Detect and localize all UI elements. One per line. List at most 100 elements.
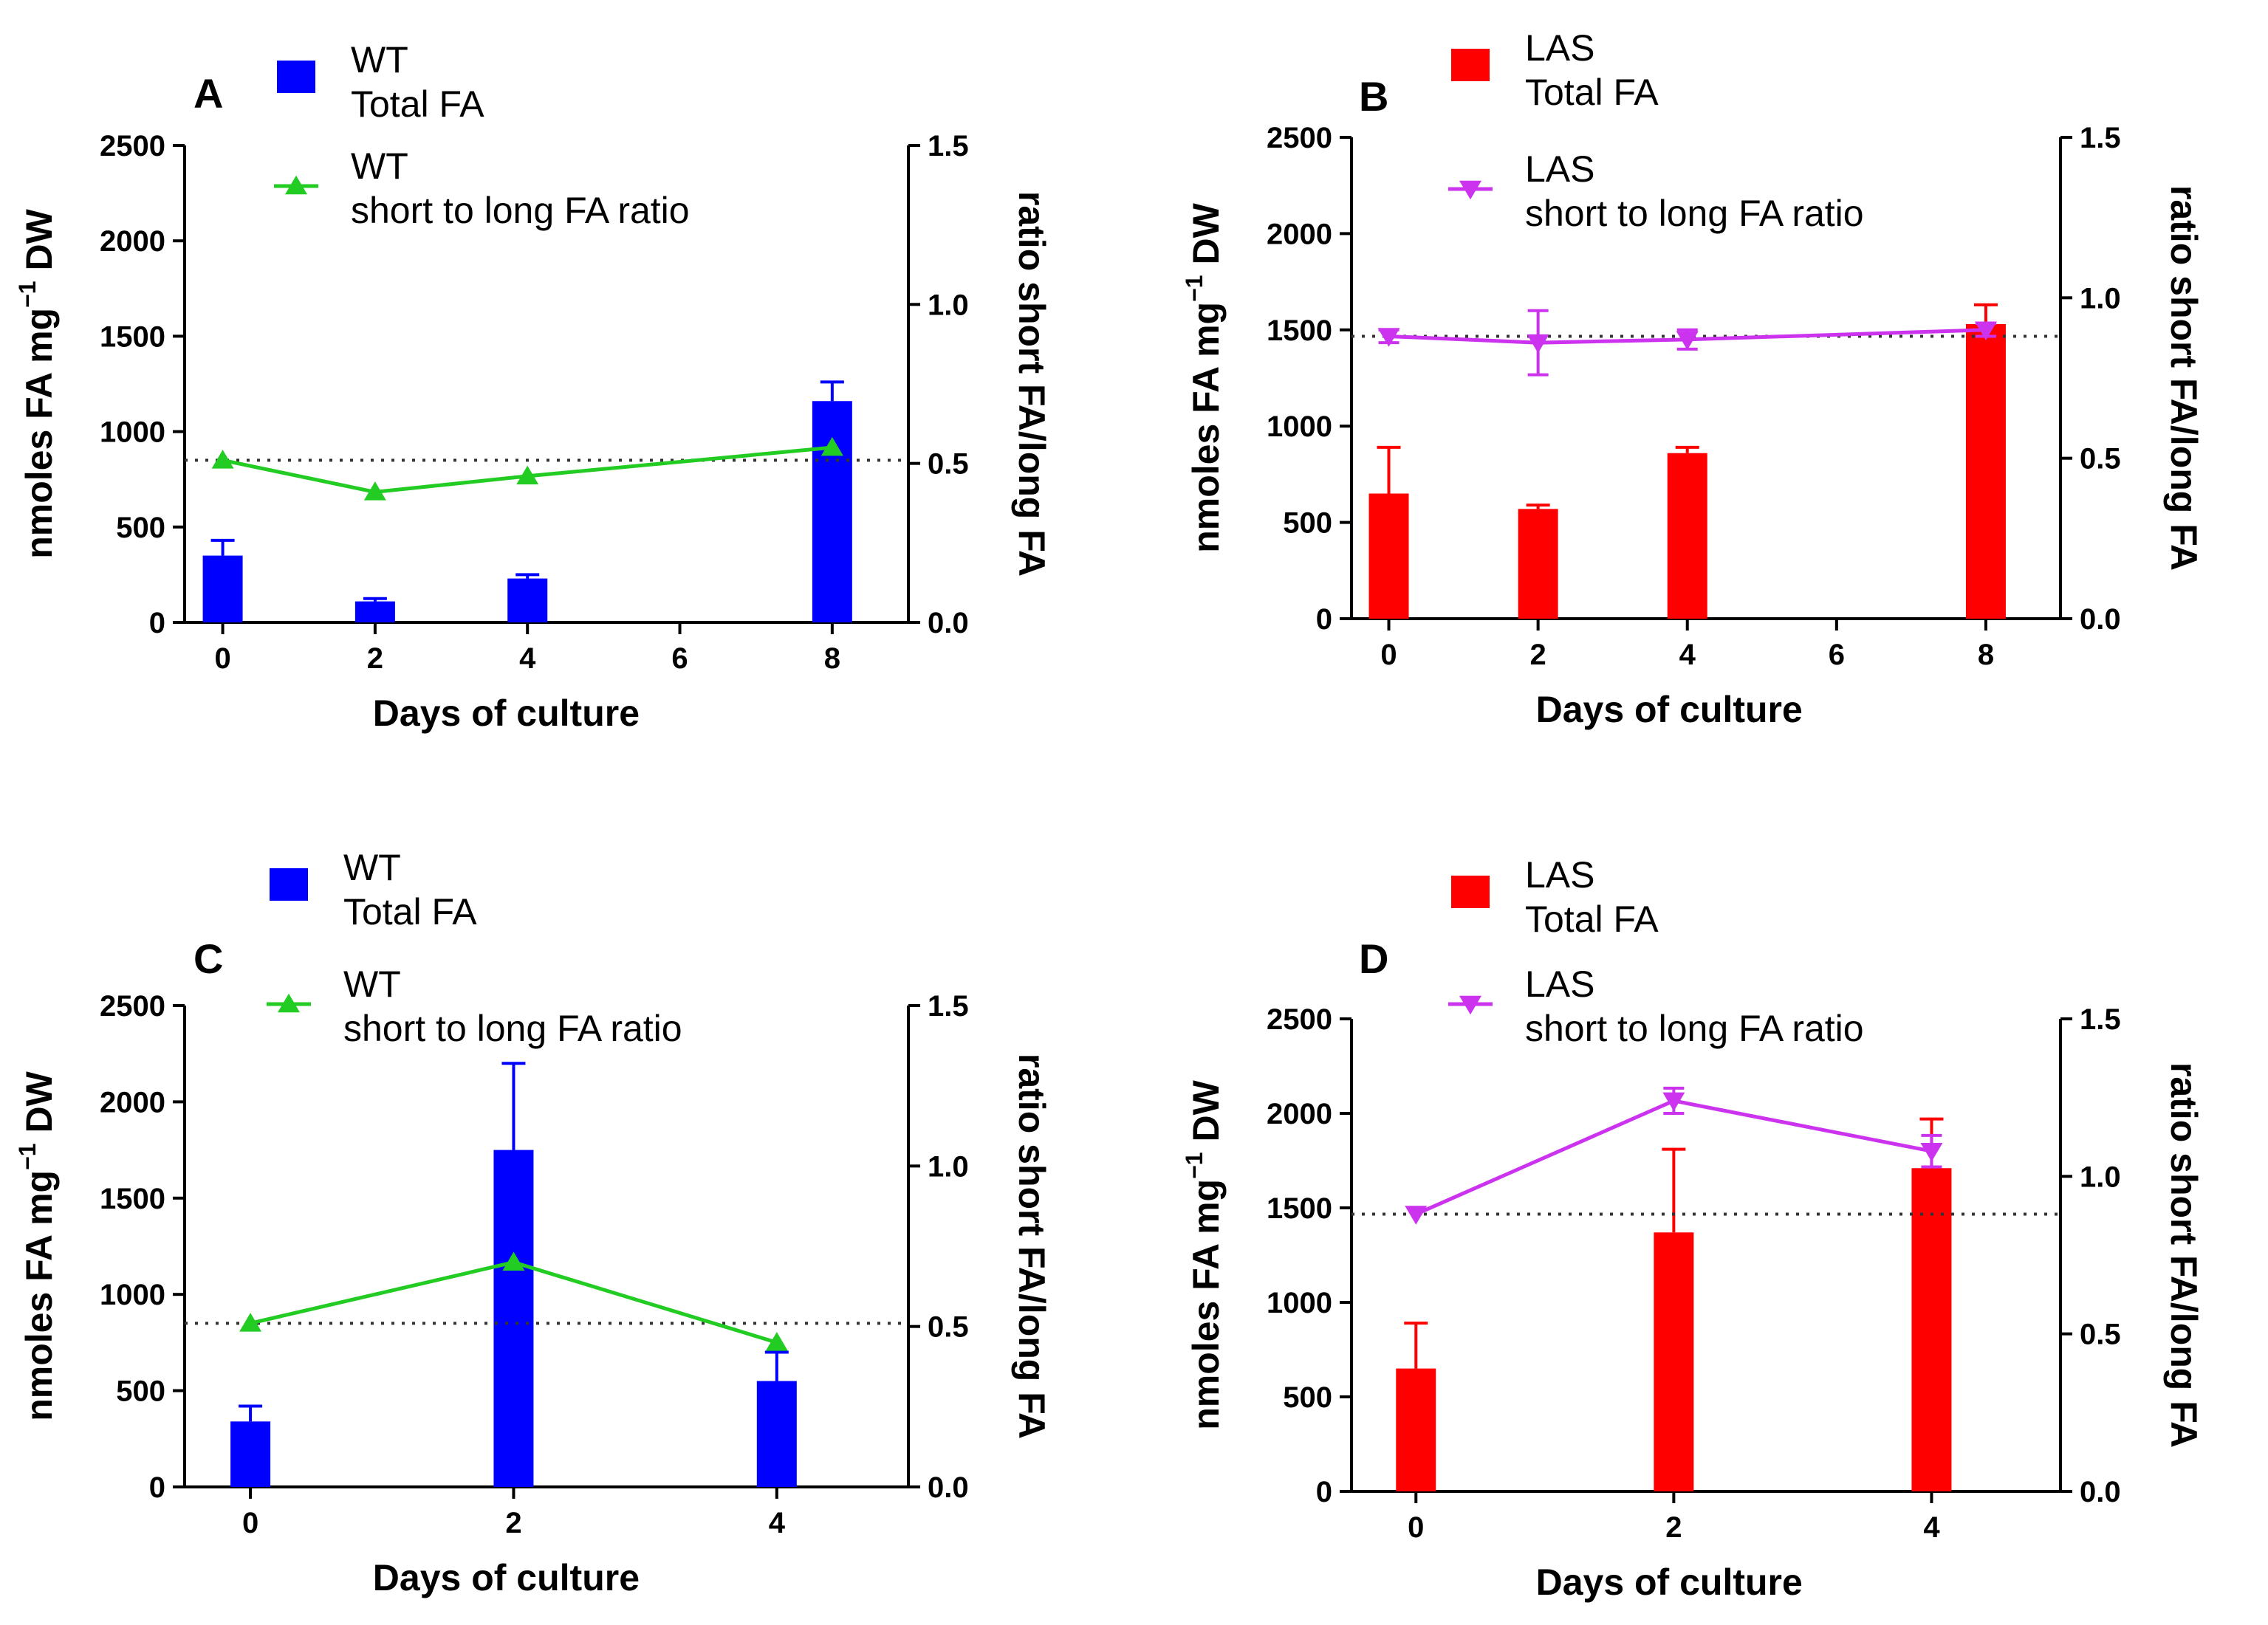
ratio-point <box>211 450 234 469</box>
ratio-point <box>1405 1206 1428 1225</box>
y-axis-title-tail: DW <box>1185 1079 1227 1152</box>
y-axis-title-tail: DW <box>1185 202 1227 275</box>
y-tick-label: 2000 <box>100 1086 165 1119</box>
x-axis-title: Days of culture <box>373 693 640 734</box>
y-tick-label: 1000 <box>100 1279 165 1311</box>
bar <box>354 601 395 622</box>
legend-marker-icon <box>285 175 307 195</box>
ratio-point <box>1920 1142 1943 1162</box>
panel-label: B <box>1359 73 1388 120</box>
y-tick-label: 1500 <box>1267 315 1332 347</box>
bar <box>756 1381 797 1487</box>
y-tick-label: 1000 <box>100 416 165 449</box>
x-tick-label: 0 <box>214 642 230 675</box>
legend-label-line2: Total FA <box>351 83 484 125</box>
legend-label-line2: short to long FA ratio <box>351 190 690 231</box>
panel-d: D 0 500 1000 1500 2000 2500 0.0 0.5 1.0 1.5 0 2 4 Days… <box>1181 854 2204 1603</box>
ratio-point <box>820 436 843 456</box>
panel-c: C 0 500 1000 1500 2000 2500 0.0 0.5 1.0 1.5 0 2 4 Days… <box>14 847 1052 1598</box>
y2-tick-label: 1.5 <box>928 990 969 1023</box>
y-axis-title-tail: DW <box>18 1071 60 1143</box>
y-tick-label: 0 <box>1316 1476 1332 1508</box>
bar <box>1965 323 2006 619</box>
y2-tick-label: 0.5 <box>928 448 969 481</box>
y2-axis-title: ratio short FA/long FA <box>1011 191 1052 577</box>
ratio-point <box>363 481 386 501</box>
ratio-point <box>1676 331 1699 351</box>
y-tick-label: 2000 <box>100 225 165 258</box>
legend-label-line1: WT <box>343 847 401 888</box>
y-tick-label: 2500 <box>1267 1003 1332 1036</box>
legend-bar-swatch <box>277 61 315 93</box>
legend-bar-swatch <box>1451 49 1490 81</box>
y2-tick-label: 1.0 <box>928 289 969 321</box>
y-tick-label: 500 <box>116 512 165 544</box>
x-tick-label: 0 <box>1408 1511 1424 1544</box>
legend-marker-icon <box>278 993 300 1013</box>
y-axis-title-sup: −1 <box>1181 1152 1207 1178</box>
y-axis-title: nmoles FA mg−1 DW <box>14 208 60 558</box>
panel-a: A 0 500 1000 1500 2000 2500 0.0 0.5 1.0 1.5 0 2 4 6 8 Da… <box>14 39 1052 734</box>
y2-axis-title: ratio short FA/long FA <box>1011 1054 1052 1439</box>
y-axis-title-tail: DW <box>18 208 60 281</box>
legend-label-line2: short to long FA ratio <box>1525 193 1864 234</box>
x-tick-label: 2 <box>367 642 383 675</box>
x-tick-label: 2 <box>1665 1511 1682 1544</box>
legend-label-line2: Total FA <box>1525 72 1659 113</box>
y2-tick-label: 1.5 <box>928 130 969 162</box>
y2-tick-label: 1.0 <box>928 1150 969 1183</box>
y-tick-label: 2000 <box>1267 218 1332 250</box>
y2-tick-label: 1.0 <box>2080 1161 2121 1193</box>
bar <box>1654 1232 1694 1491</box>
x-tick-label: 2 <box>1530 639 1546 671</box>
ratio-point <box>1377 328 1400 347</box>
x-tick-label: 4 <box>769 1507 786 1539</box>
y-tick-label: 1500 <box>100 320 165 353</box>
y-tick-label: 1500 <box>100 1183 165 1215</box>
panel-label: D <box>1359 935 1388 982</box>
bar <box>230 1421 271 1487</box>
legend-label-line1: LAS <box>1525 963 1595 1005</box>
y-tick-label: 500 <box>1283 1381 1332 1414</box>
ratio-series-line <box>222 445 833 494</box>
y2-tick-label: 0.5 <box>2080 443 2121 475</box>
x-axis-title: Days of culture <box>1536 1562 1803 1603</box>
y-tick-label: 1000 <box>1267 410 1332 443</box>
legend-label-line1: WT <box>351 145 408 187</box>
y-tick-label: 500 <box>1283 507 1332 540</box>
x-tick-label: 8 <box>1978 639 1994 671</box>
ratio-point <box>1974 321 1997 341</box>
panel-label: A <box>193 70 223 117</box>
y2-tick-label: 0.5 <box>2080 1319 2121 1351</box>
bar <box>1368 493 1409 619</box>
x-tick-label: 2 <box>505 1507 521 1539</box>
y2-tick-label: 1.5 <box>2080 122 2121 154</box>
y-axis-title-main: nmoles FA mg <box>18 308 60 559</box>
x-tick-label: 0 <box>1380 639 1397 671</box>
y-tick-label: 0 <box>149 1471 165 1504</box>
bar <box>202 555 243 622</box>
y-axis-title: nmoles FA mg−1 DW <box>1181 1079 1227 1429</box>
x-tick-label: 4 <box>1923 1511 1940 1544</box>
legend-marker-icon <box>1459 995 1481 1015</box>
y-axis-title-sup: −1 <box>14 281 41 307</box>
y2-tick-label: 0.0 <box>928 1471 969 1504</box>
legend-bar-swatch <box>1451 876 1490 908</box>
legend-label-line2: short to long FA ratio <box>1525 1008 1864 1049</box>
bar <box>507 578 548 622</box>
ratio-point <box>1527 334 1549 354</box>
y2-tick-label: 0.0 <box>2080 1476 2121 1508</box>
legend-label-line1: LAS <box>1525 148 1595 190</box>
ratio-point <box>502 1251 525 1271</box>
y-tick-label: 0 <box>149 607 165 639</box>
y-axis-title-sup: −1 <box>14 1143 41 1169</box>
legend-label-line2: short to long FA ratio <box>343 1008 682 1049</box>
y-axis-title-main: nmoles FA mg <box>1185 302 1227 553</box>
y-axis-title-sup: −1 <box>1181 275 1207 301</box>
y2-tick-label: 0.0 <box>2080 603 2121 636</box>
